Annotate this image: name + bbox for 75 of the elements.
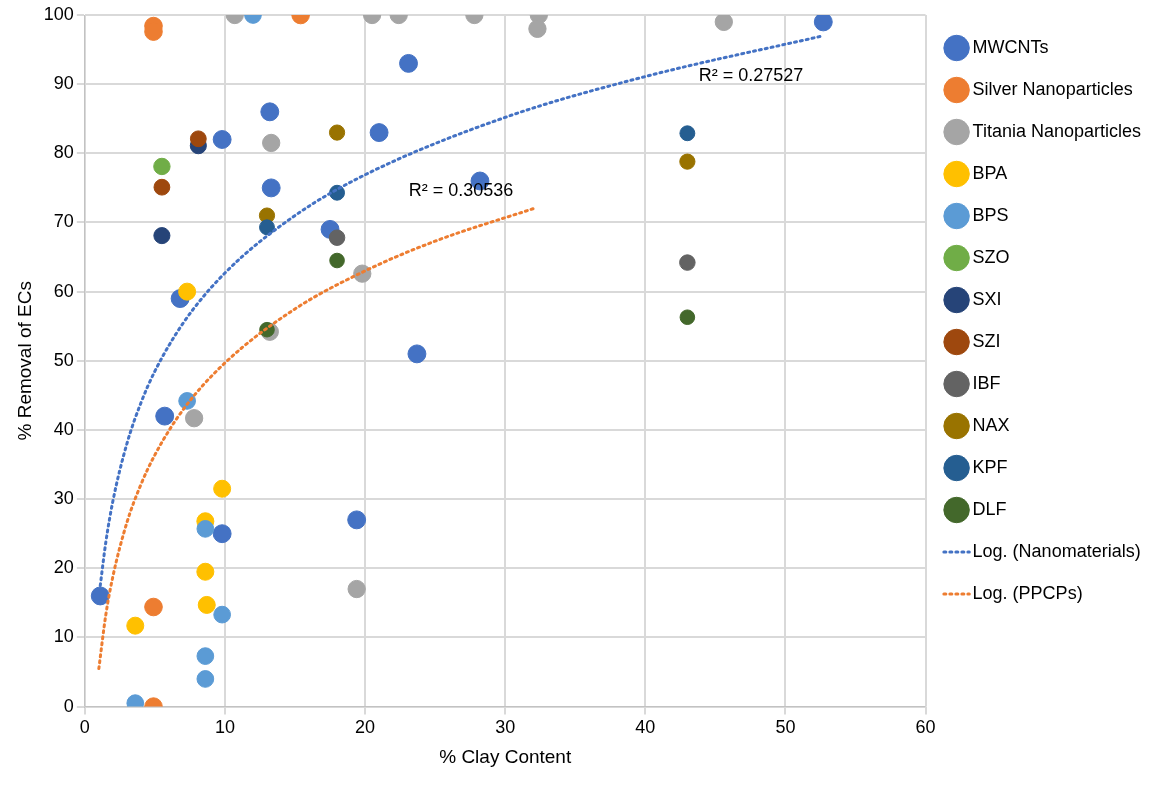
x-tick-label: 10 [214, 717, 235, 738]
legend-label: SZI [972, 330, 1001, 351]
x-tick-label: 60 [915, 717, 936, 738]
legend-label: BPS [972, 204, 1009, 225]
y-tick-label: 70 [53, 211, 74, 232]
line-series [97, 207, 535, 671]
legend-label: Titania Nanoparticles [972, 120, 1142, 141]
x-tick-label: 30 [495, 717, 516, 738]
point [261, 178, 281, 198]
x-tick-label: 50 [775, 717, 796, 738]
point [679, 309, 696, 326]
legend-label: BPA [972, 162, 1008, 183]
point [197, 595, 216, 614]
point [347, 510, 367, 530]
legend-label: DLF [972, 498, 1007, 519]
point [399, 53, 418, 73]
point [714, 15, 733, 32]
point [813, 15, 833, 32]
point [153, 227, 171, 245]
point [196, 670, 215, 688]
point [679, 254, 696, 271]
point [407, 344, 427, 364]
y-tick-label: 50 [53, 349, 74, 370]
y-tick-label: 90 [53, 73, 74, 94]
point [90, 586, 110, 606]
annotation: R² = 0.30536 [408, 179, 514, 200]
y-tick-label: 100 [43, 3, 74, 24]
y-tick-label: 40 [53, 418, 74, 439]
x-tick-label: 0 [79, 717, 90, 738]
point [212, 524, 232, 544]
legend-label: Log. (PPCPs) [972, 582, 1083, 603]
y-tick-label: 0 [63, 695, 74, 716]
point [144, 597, 163, 617]
y-tick-label: 30 [53, 488, 74, 509]
point [178, 282, 197, 301]
point [259, 219, 275, 236]
point [262, 133, 281, 153]
legend-label: NAX [972, 414, 1010, 435]
point [328, 229, 346, 246]
x-axis-title: % Clay Content [439, 745, 572, 767]
y-axis-title: % Removal of ECs [13, 281, 35, 441]
x-tick-label: 40 [635, 717, 656, 738]
point [328, 124, 346, 141]
point [679, 125, 696, 142]
y-tick-label: 20 [53, 557, 74, 578]
legend-label: Silver Nanoparticles [972, 78, 1133, 99]
legend-label: Log. (Nanomaterials) [972, 540, 1141, 561]
y-tick-label: 80 [53, 142, 74, 163]
legend-label: KPF [972, 456, 1008, 477]
point [126, 616, 145, 635]
point [679, 153, 696, 170]
point [212, 130, 232, 149]
legend-label: SXI [972, 288, 1002, 309]
point [196, 520, 215, 538]
y-tick-label: 10 [53, 626, 74, 647]
x-tick-label: 20 [355, 717, 376, 738]
legend-label: SZO [972, 246, 1010, 267]
legend-label: IBF [972, 372, 1001, 393]
point [347, 579, 366, 599]
point [155, 406, 175, 426]
point [329, 252, 345, 269]
point [196, 562, 215, 581]
point [260, 102, 280, 122]
legend-label: MWCNTs [972, 36, 1049, 57]
point [153, 157, 171, 176]
y-tick-label: 60 [53, 280, 74, 301]
point [196, 647, 215, 665]
point [153, 178, 171, 196]
point [189, 130, 207, 148]
point [528, 19, 547, 38]
point [213, 479, 232, 498]
point [369, 123, 389, 143]
annotation: R² = 0.27527 [698, 64, 804, 85]
point [213, 605, 232, 624]
point [184, 409, 204, 428]
